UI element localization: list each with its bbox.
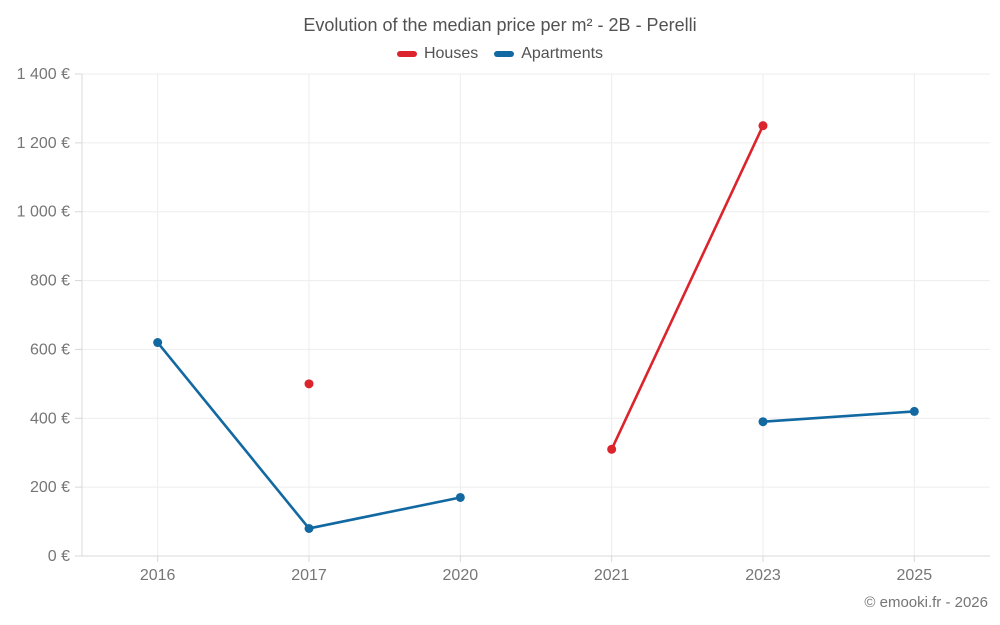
x-tick-label: 2021 bbox=[594, 567, 630, 584]
y-tick-label: 1 000 € bbox=[17, 204, 70, 221]
point-houses-2023[interactable] bbox=[758, 121, 768, 131]
point-apartments-2016[interactable] bbox=[153, 338, 163, 348]
y-tick-label: 0 € bbox=[48, 548, 70, 565]
y-tick-label: 800 € bbox=[30, 273, 70, 290]
point-apartments-2025[interactable] bbox=[909, 406, 919, 416]
legend-swatch-icon bbox=[396, 51, 417, 57]
series-line-apartments bbox=[761, 410, 916, 424]
legend-label: Houses bbox=[423, 45, 479, 62]
chart-title: Evolution of the median price per m² - 2… bbox=[303, 15, 697, 35]
x-tick-label: 2025 bbox=[897, 567, 933, 584]
legend-swatch-icon bbox=[494, 51, 515, 57]
x-tick-label: 2017 bbox=[291, 567, 327, 584]
y-tick-label: 400 € bbox=[30, 410, 70, 427]
series-line-houses bbox=[610, 124, 765, 451]
y-tick-label: 1 400 € bbox=[17, 66, 70, 83]
x-tick-label: 2016 bbox=[140, 567, 176, 584]
point-apartments-2020[interactable] bbox=[455, 492, 465, 502]
y-tick-label: 600 € bbox=[30, 341, 70, 358]
y-tick-label: 1 200 € bbox=[17, 135, 70, 152]
x-tick-label: 2020 bbox=[443, 567, 479, 584]
point-houses-2021[interactable] bbox=[607, 444, 617, 454]
point-apartments-2017[interactable] bbox=[304, 523, 314, 533]
legend-item-apartments[interactable]: Apartments bbox=[494, 45, 603, 63]
legend-item-houses[interactable]: Houses bbox=[396, 45, 479, 63]
legend-label: Apartments bbox=[521, 45, 604, 62]
x-tick-label: 2023 bbox=[745, 567, 781, 584]
point-houses-2017[interactable] bbox=[304, 379, 314, 389]
attribution: © emooki.fr - 2026 bbox=[864, 594, 988, 611]
point-apartments-2023[interactable] bbox=[758, 417, 768, 427]
legend: Houses Apartments bbox=[0, 45, 1000, 63]
y-tick-label: 200 € bbox=[30, 479, 70, 496]
